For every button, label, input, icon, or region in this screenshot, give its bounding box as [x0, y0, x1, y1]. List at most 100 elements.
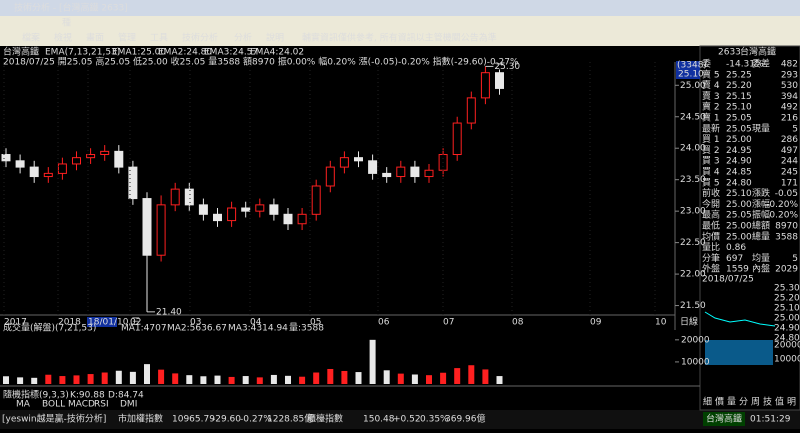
- taiex-field: 1228.85億: [267, 413, 313, 425]
- x-label: 10: [655, 318, 667, 328]
- indicator-tab[interactable]: MA: [16, 400, 31, 410]
- volume-bar: [355, 372, 362, 384]
- candle-body: [382, 172, 392, 178]
- quote-value: -0.05: [775, 189, 798, 199]
- candle-body: [269, 204, 279, 215]
- quote-tab[interactable]: 價: [715, 397, 724, 408]
- quote-value: 530: [781, 81, 798, 91]
- quote-value: 25.15: [726, 92, 752, 102]
- volume-bar: [285, 375, 291, 384]
- quote-label: 分筆: [702, 252, 720, 264]
- quote-value: 24.90: [726, 157, 752, 167]
- quote-label: 最高: [702, 209, 720, 221]
- quote-label: 外盤: [702, 263, 720, 275]
- candle-body: [170, 188, 180, 206]
- volume-bar: [299, 376, 306, 384]
- indicator-tab[interactable]: BOLL: [42, 400, 65, 410]
- menu-item[interactable]: 管理: [118, 32, 136, 44]
- quote-label: 今開: [702, 198, 720, 210]
- quote-tab[interactable]: 分: [739, 397, 748, 408]
- quote-value: 24.85: [726, 168, 752, 178]
- taiex-field: -29.60: [212, 415, 241, 425]
- quote-value: 293: [781, 70, 798, 80]
- quote-tab[interactable]: 值: [775, 396, 784, 408]
- candle-body: [495, 72, 504, 89]
- menu-item[interactable]: 工具: [150, 33, 168, 44]
- quote-tab[interactable]: 量: [727, 397, 736, 408]
- candle-body: [29, 166, 39, 178]
- menu-item[interactable]: 技術分析: [182, 32, 218, 44]
- quote-value: 24.95: [726, 146, 752, 156]
- mini-axis-label: 25.30: [774, 284, 800, 294]
- candle-body: [325, 166, 335, 187]
- candle-body: [311, 185, 321, 215]
- quote-label: 買 3: [702, 156, 720, 167]
- quote-label: 振幅: [752, 209, 770, 221]
- last-price-box: [676, 61, 700, 79]
- candle-body: [368, 160, 378, 174]
- ema-value: EMA2:24.80: [158, 48, 212, 58]
- otc-field: +0.52: [393, 415, 421, 425]
- quote-value: 697: [726, 254, 743, 264]
- volume-bar: [59, 376, 66, 384]
- indicator-tab[interactable]: MACD: [68, 400, 95, 410]
- dropdown[interactable]: 種: [62, 18, 71, 29]
- menu-item[interactable]: 分析: [234, 32, 252, 44]
- mini-axis-label: 24.80: [774, 334, 800, 344]
- x-label: 2018: [58, 318, 81, 328]
- indicator-k: K:90.88: [70, 391, 105, 401]
- quote-value: 245: [781, 168, 798, 178]
- candle-body: [57, 163, 67, 174]
- menu-item[interactable]: 檔案: [22, 32, 40, 44]
- menu-item[interactable]: 說明: [266, 32, 284, 44]
- mini-price-line: [704, 311, 776, 327]
- x-label: 08: [512, 318, 524, 328]
- quote-value: 0.86: [726, 243, 746, 253]
- volume-bar: [341, 370, 348, 384]
- indicator-tab[interactable]: DMI: [120, 400, 137, 410]
- candle-body: [452, 122, 462, 156]
- brand: [yeswin越是贏-技術分析]: [2, 413, 106, 425]
- candle-body: [86, 154, 96, 159]
- quote-value: 25.00: [726, 222, 752, 232]
- candle-body: [241, 207, 251, 212]
- toolbar: [0, 16, 800, 46]
- notice: 輔實資訊僅供參考, 所有資訊以主管機關公告為準: [302, 32, 497, 44]
- quote-value: 25.00: [726, 135, 752, 145]
- mini-axis-label: 25.20: [774, 294, 800, 304]
- title-bar: [0, 0, 800, 16]
- quote-tab[interactable]: 細: [703, 396, 712, 408]
- menu-item[interactable]: 畫面: [86, 32, 104, 44]
- x-label: 07: [443, 318, 454, 328]
- menu-item[interactable]: 檢視: [54, 32, 72, 44]
- quote-label: 賣 1: [702, 112, 720, 124]
- quote-value: 25.05: [726, 124, 752, 134]
- volume-bar: [482, 369, 489, 384]
- quote-tab[interactable]: 周: [751, 397, 760, 408]
- status-time: 01:51:29: [750, 415, 791, 425]
- volume-bar: [115, 370, 122, 384]
- taiex-field: -0.27%: [240, 415, 272, 425]
- y-tick-label: 23.00: [680, 207, 706, 217]
- candle-body: [466, 97, 476, 124]
- x-label: 03: [190, 318, 201, 328]
- price-box-count: (3348): [677, 61, 707, 71]
- quote-label: 總額: [752, 220, 770, 232]
- candle-body: [156, 204, 166, 256]
- volume-bar: [313, 372, 320, 384]
- quote-tab[interactable]: 技: [763, 396, 772, 408]
- volume-bar: [256, 377, 263, 384]
- stock-title: 台灣高鐵: [740, 46, 776, 58]
- candle-body: [198, 204, 208, 215]
- quote-label: 最新: [702, 122, 720, 134]
- quote-value: 492: [781, 103, 798, 113]
- y-tick-label: 24.00: [680, 144, 706, 154]
- quote-tab[interactable]: 明: [787, 397, 796, 408]
- volume-header: 成交量(解盤)(7,21,53): [3, 322, 96, 334]
- mini-volume: [705, 340, 773, 365]
- candle-body: [43, 172, 53, 178]
- x-label: 18/01/10,三: [88, 318, 140, 328]
- status-stock: 台灣高鐵: [706, 413, 742, 425]
- indicator-tab[interactable]: RSI: [94, 400, 109, 410]
- quote-value: 2029: [775, 265, 798, 275]
